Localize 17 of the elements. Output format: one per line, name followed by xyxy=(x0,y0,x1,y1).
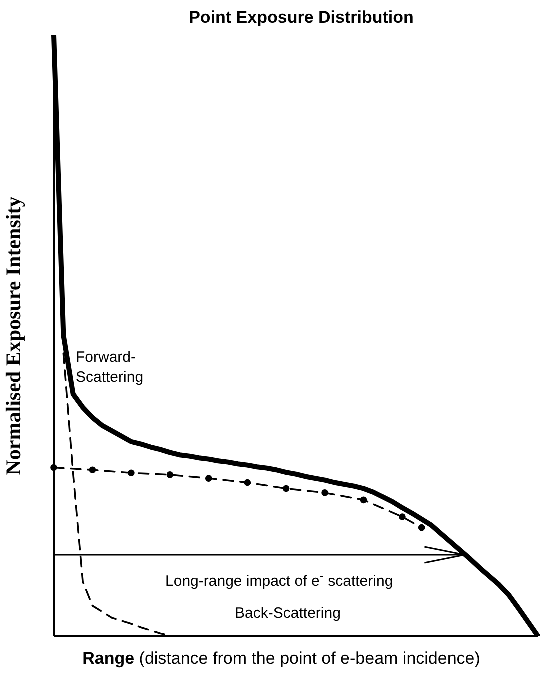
point xyxy=(89,466,96,474)
point xyxy=(418,524,426,532)
annotation: Back-Scattering xyxy=(235,604,341,624)
point xyxy=(128,470,135,477)
point xyxy=(166,472,174,478)
y-axis-title: Normalised Exposure Intensity xyxy=(2,196,26,476)
point xyxy=(244,479,251,486)
point xyxy=(322,490,328,496)
chart-title: Point Exposure Distribution xyxy=(188,8,415,28)
point xyxy=(282,485,290,492)
x-axis-title: Range (distance from the point of e-beam incidence) xyxy=(82,649,480,668)
point xyxy=(399,514,406,520)
point xyxy=(360,496,368,504)
point xyxy=(50,464,58,472)
point xyxy=(205,475,212,482)
ref-line-label: Long-range impact of e$^{-}$ scattering xyxy=(166,569,394,590)
annotation: Forward-Scattering xyxy=(76,348,145,387)
